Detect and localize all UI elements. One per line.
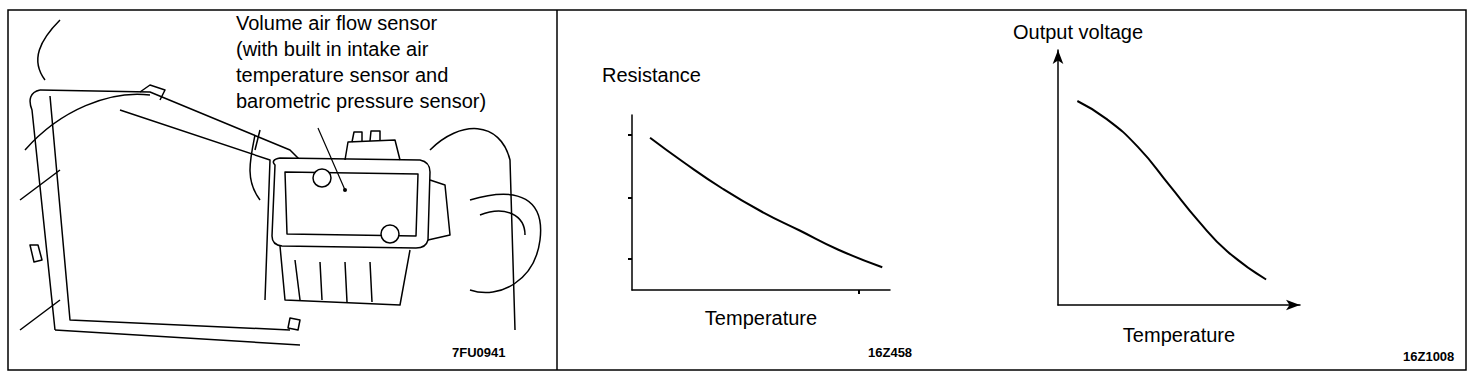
svg-text:Resistance: Resistance xyxy=(602,64,701,86)
svg-text:Volume air flow sensor: Volume air flow sensor xyxy=(236,12,438,34)
svg-text:(with built in intake air: (with built in intake air xyxy=(236,38,429,60)
svg-text:16Z458: 16Z458 xyxy=(868,345,912,360)
svg-text:Temperature: Temperature xyxy=(705,307,817,329)
svg-text:Temperature: Temperature xyxy=(1123,324,1235,346)
svg-text:barometric pressure sensor): barometric pressure sensor) xyxy=(236,90,486,112)
svg-text:temperature sensor and: temperature sensor and xyxy=(236,64,448,86)
svg-text:Output voltage: Output voltage xyxy=(1013,21,1143,43)
svg-text:16Z1008: 16Z1008 xyxy=(1403,349,1454,364)
svg-text:7FU0941: 7FU0941 xyxy=(452,345,505,360)
